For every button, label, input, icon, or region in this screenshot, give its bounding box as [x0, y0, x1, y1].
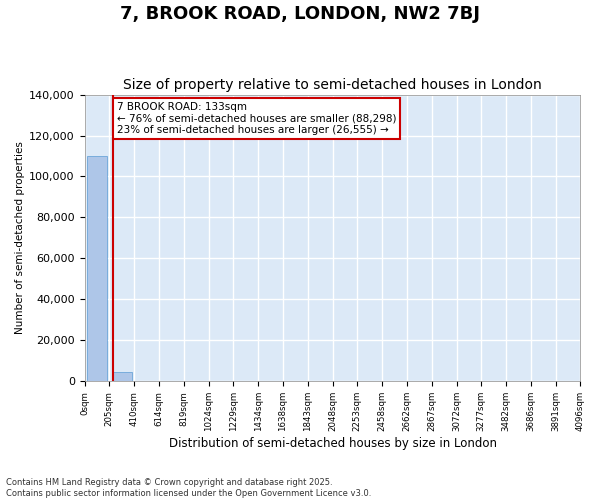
Y-axis label: Number of semi-detached properties: Number of semi-detached properties — [15, 142, 25, 334]
Text: 7 BROOK ROAD: 133sqm
← 76% of semi-detached houses are smaller (88,298)
23% of s: 7 BROOK ROAD: 133sqm ← 76% of semi-detac… — [117, 102, 396, 135]
Title: Size of property relative to semi-detached houses in London: Size of property relative to semi-detach… — [123, 78, 542, 92]
Bar — [137, 380, 157, 382]
Text: 7, BROOK ROAD, LONDON, NW2 7BJ: 7, BROOK ROAD, LONDON, NW2 7BJ — [120, 5, 480, 23]
Bar — [112, 372, 131, 382]
Text: Contains HM Land Registry data © Crown copyright and database right 2025.
Contai: Contains HM Land Registry data © Crown c… — [6, 478, 371, 498]
X-axis label: Distribution of semi-detached houses by size in London: Distribution of semi-detached houses by … — [169, 437, 497, 450]
Bar — [87, 156, 107, 382]
